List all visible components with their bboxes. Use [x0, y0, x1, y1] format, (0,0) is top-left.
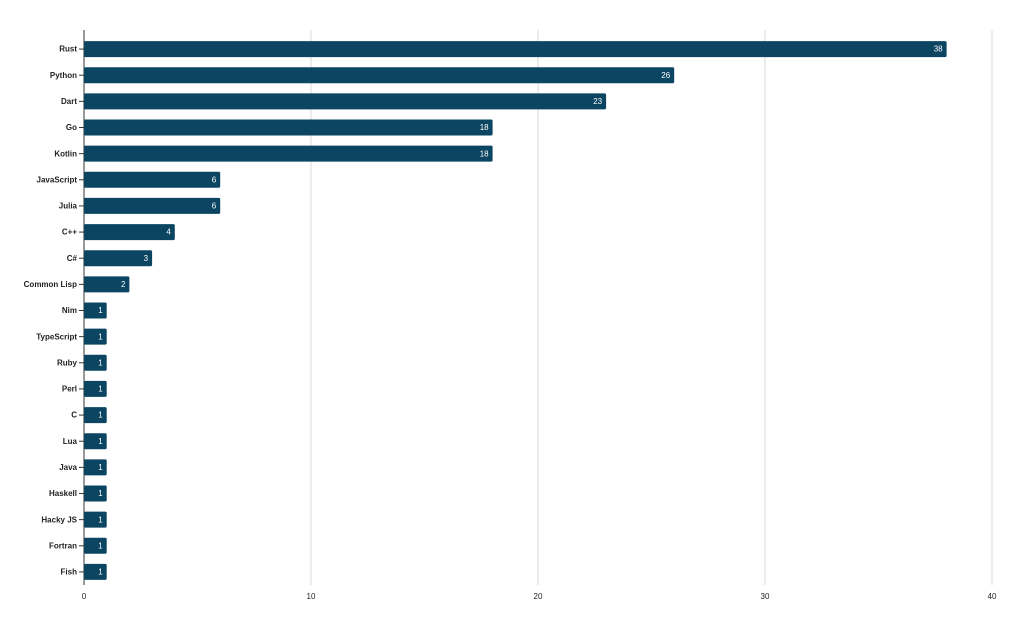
bar	[84, 537, 107, 554]
value-label: 6	[212, 202, 217, 211]
value-label: 18	[480, 123, 489, 132]
value-label: 38	[934, 45, 943, 54]
bar	[84, 41, 947, 58]
y-tick-label: Nim	[62, 306, 77, 315]
value-label: 1	[98, 541, 103, 550]
x-tick-label: 40	[988, 592, 997, 601]
y-tick-label: Ruby	[57, 358, 78, 367]
y-tick-label: TypeScript	[36, 332, 77, 341]
value-label: 4	[166, 228, 171, 237]
value-label: 1	[98, 463, 103, 472]
y-tick-label: C#	[67, 254, 78, 263]
y-tick-label: Fortran	[49, 541, 77, 550]
value-label: 1	[98, 385, 103, 394]
bar	[84, 197, 221, 214]
bar	[84, 93, 607, 110]
value-label: 3	[144, 254, 149, 263]
value-label: 1	[98, 515, 103, 524]
bar	[84, 459, 107, 476]
bar	[84, 354, 107, 371]
x-tick-label: 10	[307, 592, 316, 601]
y-tick-label: Julia	[59, 202, 78, 211]
value-label: 1	[98, 332, 103, 341]
value-label: 1	[98, 306, 103, 315]
value-label: 26	[661, 71, 670, 80]
bar	[84, 171, 221, 188]
y-tick-label: Haskell	[49, 489, 77, 498]
x-tick-label: 30	[761, 592, 770, 601]
bar	[84, 67, 675, 84]
y-tick-label: Common Lisp	[24, 280, 77, 289]
y-tick-label: Perl	[62, 385, 77, 394]
value-label: 1	[98, 358, 103, 367]
y-tick-label: Java	[59, 463, 77, 472]
bar	[84, 276, 130, 293]
x-tick-label: 0	[82, 592, 87, 601]
y-tick-label: Rust	[59, 45, 77, 54]
y-tick-label: Fish	[61, 568, 78, 577]
bar	[84, 224, 175, 241]
value-label: 1	[98, 437, 103, 446]
y-tick-label: JavaScript	[37, 175, 78, 184]
y-tick-label: Hacky JS	[41, 515, 77, 524]
bar	[84, 302, 107, 319]
bar	[84, 145, 493, 162]
value-label: 23	[593, 97, 602, 106]
value-label: 2	[121, 280, 126, 289]
y-tick-label: Python	[50, 71, 77, 80]
bar	[84, 119, 493, 136]
y-tick-label: C++	[62, 228, 77, 237]
bar	[84, 380, 107, 397]
bar	[84, 563, 107, 580]
bar	[84, 511, 107, 528]
value-label: 1	[98, 568, 103, 577]
value-label: 18	[480, 149, 489, 158]
bar	[84, 433, 107, 450]
bar	[84, 485, 107, 502]
bar	[84, 250, 153, 267]
bar	[84, 328, 107, 345]
y-tick-label: Go	[66, 123, 77, 132]
value-label: 6	[212, 175, 217, 184]
bar	[84, 407, 107, 424]
y-tick-label: C	[71, 411, 77, 420]
value-label: 1	[98, 411, 103, 420]
y-tick-label: Lua	[63, 437, 78, 446]
y-tick-label: Dart	[61, 97, 77, 106]
x-tick-label: 20	[534, 592, 543, 601]
y-tick-label: Kotlin	[54, 149, 77, 158]
value-label: 1	[98, 489, 103, 498]
